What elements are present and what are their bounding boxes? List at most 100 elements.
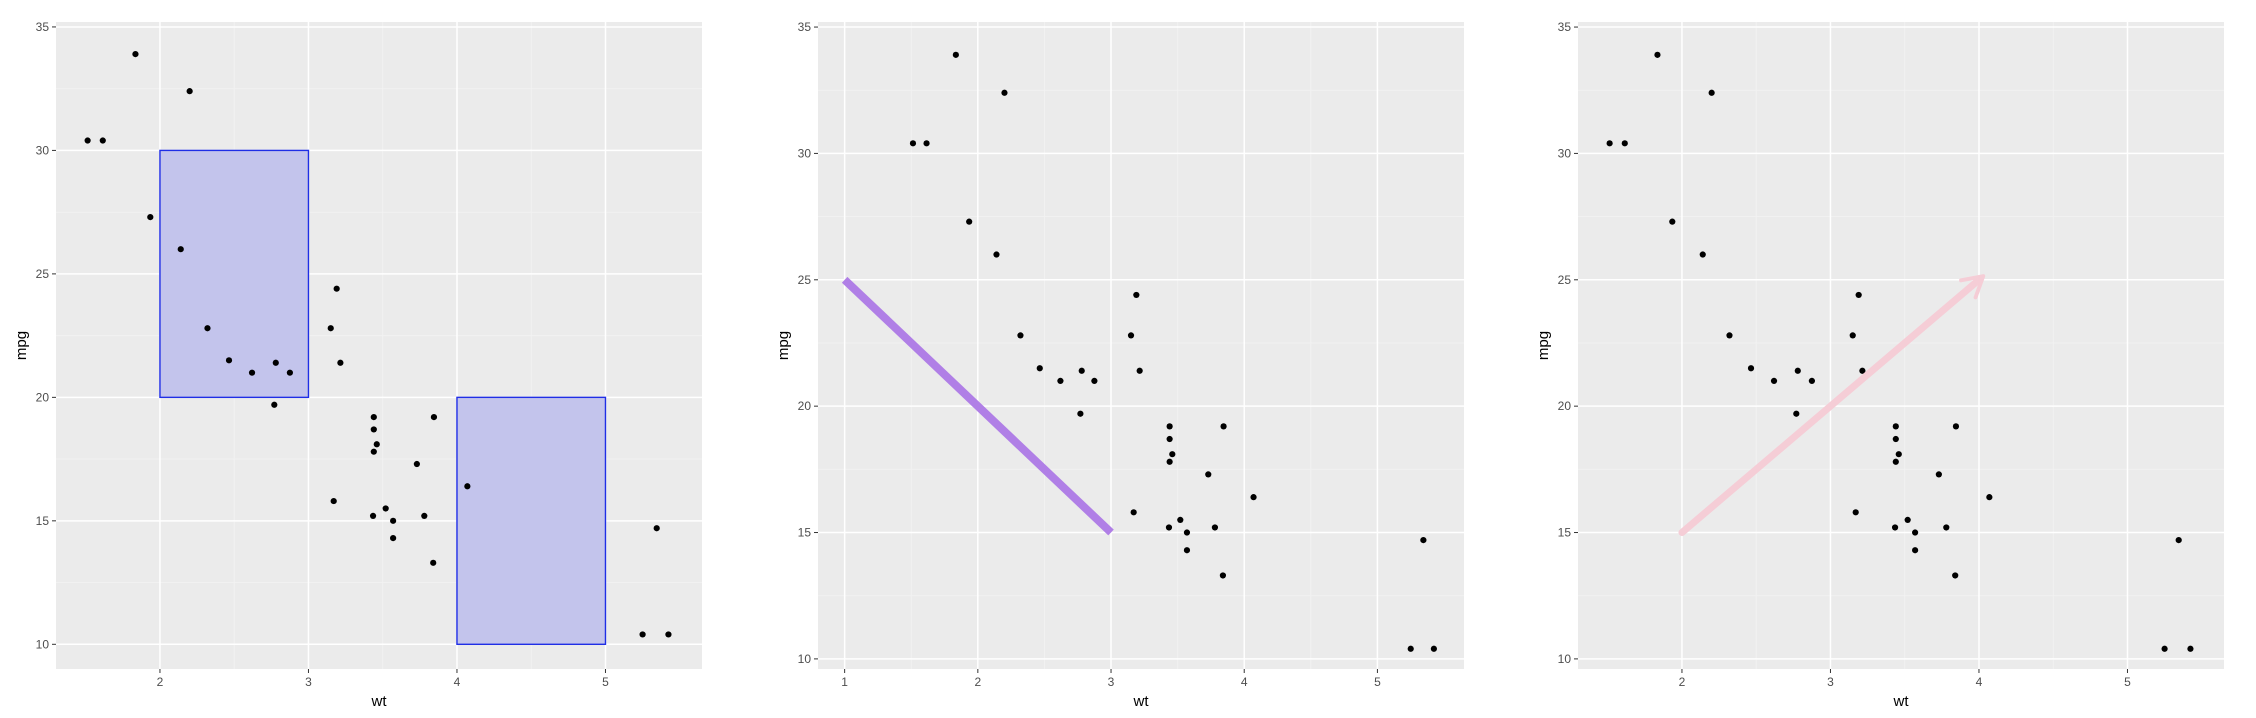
data-point	[1855, 291, 1862, 299]
y-axis-title: mpg	[775, 331, 792, 360]
data-point	[1211, 524, 1219, 531]
data-point	[1891, 524, 1899, 531]
data-point	[1669, 218, 1676, 225]
data-point	[1943, 524, 1950, 531]
data-point	[464, 483, 471, 490]
x-tick-label: 1	[841, 675, 848, 689]
data-point	[1892, 423, 1899, 430]
data-point	[430, 414, 438, 421]
data-point	[369, 512, 377, 519]
data-point	[966, 218, 973, 225]
data-point	[370, 448, 377, 455]
data-point	[147, 213, 154, 221]
data-point	[1091, 377, 1098, 384]
data-point	[1205, 471, 1212, 478]
data-point	[653, 525, 660, 532]
data-point	[1017, 332, 1024, 339]
data-point	[99, 137, 106, 144]
highlight-rectangle-1	[159, 149, 310, 399]
data-point	[1935, 471, 1942, 478]
data-point	[1166, 435, 1173, 443]
x-axis-title: wt	[1893, 693, 1910, 710]
x-tick-label: 4	[1976, 675, 1983, 689]
y-tick-label: 30	[798, 146, 812, 160]
data-point	[248, 369, 256, 376]
y-tick-label: 15	[1558, 526, 1572, 540]
x-axis-title: wt	[371, 693, 388, 710]
data-point	[1952, 572, 1959, 579]
data-point	[1165, 524, 1173, 531]
y-tick-label: 35	[1558, 20, 1572, 34]
data-point	[1986, 494, 1993, 501]
x-tick-label: 5	[1374, 675, 1381, 689]
data-point	[370, 414, 377, 421]
x-tick-label: 3	[1827, 675, 1834, 689]
data-point	[1220, 423, 1227, 430]
data-point	[1177, 516, 1184, 523]
data-point	[286, 369, 293, 376]
data-point	[1219, 572, 1227, 579]
data-point	[1420, 537, 1427, 544]
x-tick-label: 5	[602, 675, 609, 689]
data-point	[639, 631, 646, 638]
data-point	[1747, 365, 1755, 372]
y-tick-label: 10	[36, 637, 50, 651]
data-point	[333, 285, 340, 292]
highlight-rectangle-2	[456, 396, 607, 646]
data-point	[1078, 367, 1085, 374]
annotation-arrow	[1678, 274, 1986, 537]
data-point	[1808, 377, 1815, 384]
data-point	[1952, 423, 1960, 430]
data-point	[1770, 377, 1778, 384]
data-point	[1912, 547, 1919, 554]
y-tick-label: 35	[36, 20, 50, 34]
data-point	[1852, 509, 1859, 516]
x-tick-label: 4	[1241, 675, 1248, 689]
data-point	[1077, 410, 1084, 417]
data-point	[177, 246, 184, 253]
x-tick-label: 3	[1108, 675, 1115, 689]
x-tick-label: 2	[157, 675, 164, 689]
x-tick-label: 3	[305, 675, 312, 689]
data-point	[1057, 377, 1064, 384]
data-point	[1708, 89, 1715, 96]
data-point	[327, 325, 334, 332]
y-tick-label: 35	[798, 20, 812, 34]
y-tick-label: 25	[1558, 273, 1572, 287]
data-point	[330, 497, 337, 505]
y-axis-title: mpg	[1535, 331, 1552, 360]
chart-panel-rectangles: 2 3 4 5 10 15 20 25 30 35 wt mpg	[13, 20, 702, 710]
data-point	[665, 631, 672, 638]
data-point	[186, 88, 193, 95]
data-point	[1892, 458, 1899, 465]
y-tick-label: 25	[36, 267, 50, 281]
y-tick-label: 20	[1558, 399, 1572, 413]
data-point	[390, 517, 397, 524]
data-point	[271, 401, 278, 408]
data-point	[1606, 140, 1613, 147]
y-tick-label: 15	[798, 526, 812, 540]
data-point	[1849, 332, 1856, 339]
data-point	[923, 140, 930, 147]
x-tick-label: 4	[454, 675, 461, 689]
y-tick-label: 15	[36, 514, 50, 528]
chart-panel-segment: 1 2 3 4 5 10 15 20 25 30 35 wt mpg	[775, 20, 1464, 710]
data-point	[413, 460, 420, 468]
data-point	[1904, 516, 1911, 523]
data-point	[2187, 645, 2194, 652]
data-point	[421, 512, 428, 519]
plot-panel-background	[818, 22, 1464, 669]
data-point	[993, 251, 1000, 258]
data-point	[1166, 458, 1173, 465]
data-point	[1166, 423, 1173, 430]
data-point	[1001, 89, 1008, 96]
data-point	[2175, 537, 2182, 544]
data-point	[373, 441, 380, 448]
data-point	[1912, 529, 1919, 536]
data-point	[952, 51, 959, 58]
data-point	[1407, 645, 1414, 652]
data-point	[1793, 410, 1800, 417]
y-tick-label: 30	[1558, 146, 1572, 160]
y-tick-label: 10	[1558, 652, 1572, 666]
data-point	[132, 51, 139, 58]
